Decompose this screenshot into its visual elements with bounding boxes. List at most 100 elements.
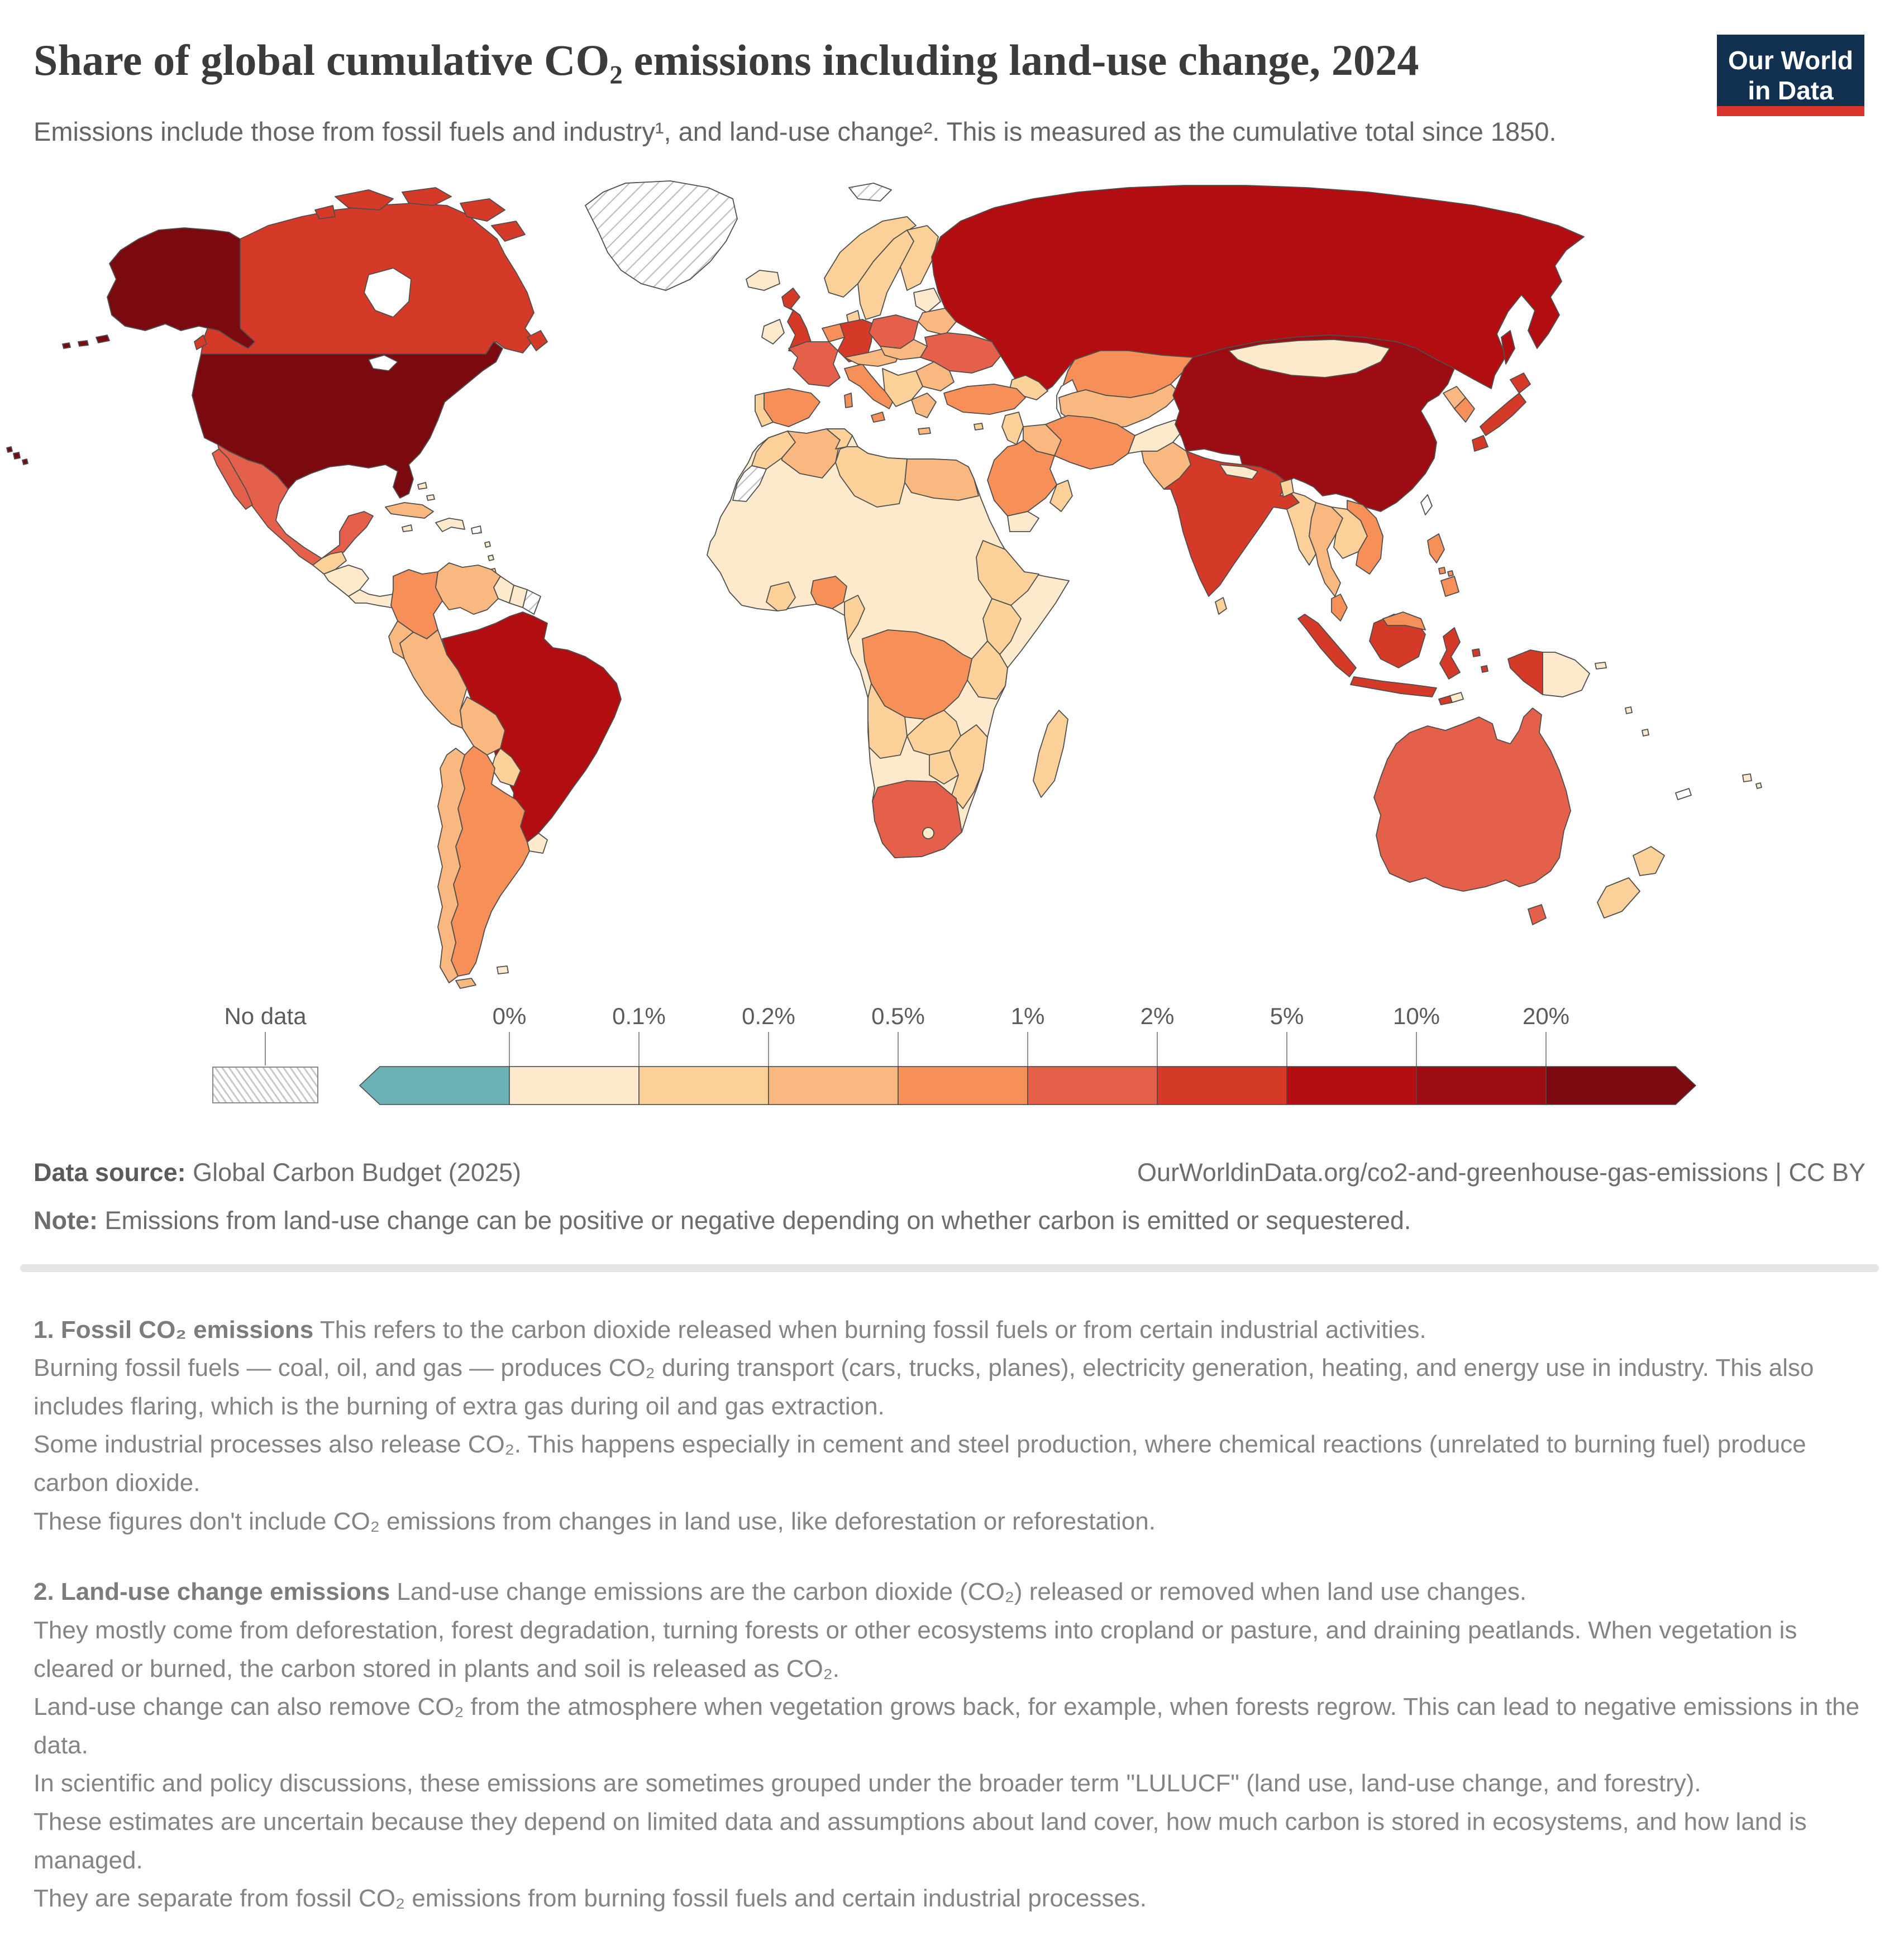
canada-arctic-island[interactable] (335, 189, 394, 211)
japan-hokkaido[interactable] (1510, 372, 1531, 394)
canada-arctic-island[interactable] (491, 220, 526, 242)
australia-tasmania[interactable] (1528, 903, 1547, 925)
country-chile[interactable] (437, 747, 465, 983)
country-finland[interactable] (900, 224, 939, 291)
country-cyprus[interactable] (974, 422, 984, 431)
country-bahamas[interactable] (417, 481, 427, 490)
lesser-antilles[interactable] (484, 541, 491, 548)
country-madagascar[interactable] (1033, 709, 1068, 798)
country-taiwan[interactable] (1420, 494, 1433, 515)
country-libya[interactable] (835, 446, 908, 508)
usa-hawaii[interactable] (6, 446, 28, 465)
country-greenland[interactable] (585, 180, 738, 291)
country-ivory-coast[interactable] (766, 581, 796, 611)
country-bahamas[interactable] (426, 494, 435, 501)
country-australia[interactable] (1373, 707, 1571, 892)
philippines-mindanao[interactable] (1440, 575, 1459, 597)
territory-new-caledonia[interactable] (1675, 787, 1692, 800)
country-cuba[interactable] (385, 501, 434, 519)
country-fiji[interactable] (1742, 773, 1752, 782)
territory-puerto-rico[interactable] (471, 525, 482, 534)
country-bolivia[interactable] (460, 696, 505, 756)
country-balkans[interactable] (882, 367, 923, 407)
malaysia-borneo[interactable] (1382, 611, 1426, 630)
country-cameroon[interactable] (844, 594, 865, 640)
country-venezuela[interactable] (435, 562, 501, 615)
indonesia-moluccas[interactable] (1481, 665, 1488, 673)
philippines-visayas[interactable] (1438, 566, 1446, 575)
country-angola[interactable] (867, 682, 908, 759)
country-honduras-nicaragua[interactable] (323, 564, 369, 597)
country-yemen[interactable] (1007, 510, 1039, 532)
territory-french-guiana[interactable] (522, 589, 541, 615)
country-mexico[interactable] (217, 443, 374, 566)
canada-newfoundland[interactable] (527, 329, 548, 351)
indonesia-java[interactable] (1350, 676, 1437, 697)
owid-logo[interactable]: Our World in Data (1717, 35, 1864, 116)
country-ireland[interactable] (761, 318, 785, 345)
country-nigeria[interactable] (810, 575, 847, 609)
country-greece[interactable] (911, 392, 937, 418)
png-new-britain[interactable] (1595, 661, 1607, 670)
country-colombia[interactable] (390, 568, 443, 639)
country-jamaica[interactable] (402, 524, 413, 532)
indonesia-sumatra[interactable] (1297, 613, 1357, 677)
italy-sardinia[interactable] (844, 392, 853, 408)
country-lesotho[interactable] (922, 826, 934, 839)
japan-honshu[interactable] (1480, 392, 1526, 436)
country-baltics[interactable] (913, 287, 941, 313)
country-portugal[interactable] (755, 392, 774, 427)
new-zealand-north-island[interactable] (1633, 845, 1665, 876)
falkland-islands[interactable] (497, 965, 509, 974)
country-south-korea[interactable] (1454, 396, 1475, 423)
lesser-antilles[interactable] (488, 554, 494, 561)
country-western-sahara[interactable] (732, 465, 767, 502)
legend-no-data-swatch[interactable] (212, 1066, 318, 1103)
country-egypt[interactable] (904, 458, 979, 501)
country-italy[interactable] (844, 363, 894, 409)
country-hispaniola[interactable] (435, 517, 465, 532)
country-papua-new-guinea[interactable] (1542, 651, 1590, 697)
country-paraguay[interactable] (491, 747, 521, 787)
country-levant[interactable] (1001, 411, 1024, 445)
owid-url-link[interactable]: OurWorldinData.org/co2-and-greenhouse-ga… (1137, 1158, 1865, 1187)
country-usa-alaska[interactable] (107, 227, 255, 349)
philippines-luzon[interactable] (1427, 533, 1445, 563)
russia-sakhalin[interactable] (1501, 329, 1515, 365)
country-mongolia[interactable] (1228, 338, 1390, 378)
japan-kyushu[interactable] (1472, 434, 1488, 452)
country-oman[interactable] (1049, 479, 1073, 512)
country-mozambique[interactable] (949, 724, 988, 809)
new-zealand-south-island[interactable] (1597, 877, 1640, 919)
country-vietnam[interactable] (1347, 499, 1383, 575)
tierra-del-fuego[interactable] (455, 977, 476, 989)
country-solomon-islands[interactable] (1625, 706, 1633, 714)
country-malaysia[interactable] (1331, 593, 1348, 622)
country-guyana[interactable] (493, 575, 514, 604)
country-algeria[interactable] (781, 428, 841, 479)
country-france[interactable] (788, 341, 841, 387)
country-india[interactable] (1163, 450, 1300, 597)
country-iceland[interactable] (746, 269, 780, 291)
country-fiji[interactable] (1755, 782, 1762, 789)
legend-color-bar[interactable] (357, 1031, 1698, 1106)
indonesia-moluccas[interactable] (1472, 648, 1481, 657)
indonesia-west-papua[interactable] (1507, 649, 1543, 695)
country-ethiopia[interactable] (976, 539, 1039, 606)
country-turkey[interactable] (943, 383, 1026, 415)
usa-aleutian-islands[interactable] (62, 334, 110, 349)
territory-svalbard[interactable] (848, 182, 892, 202)
philippines-visayas[interactable] (1447, 570, 1454, 577)
indonesia-sulawesi[interactable] (1439, 627, 1461, 680)
country-vanuatu[interactable] (1642, 728, 1649, 737)
country-kenya[interactable] (982, 597, 1022, 655)
country-iran[interactable] (1045, 414, 1135, 470)
country-south-africa[interactable] (872, 780, 962, 858)
country-sri-lanka[interactable] (1215, 596, 1227, 615)
canada-arctic-island[interactable] (314, 204, 336, 219)
italy-sicily[interactable] (871, 411, 885, 423)
country-ukraine[interactable] (920, 332, 1004, 374)
country-nepal[interactable] (1219, 463, 1258, 480)
greece-crete[interactable] (918, 427, 931, 435)
canada-arctic-island[interactable] (460, 198, 505, 222)
